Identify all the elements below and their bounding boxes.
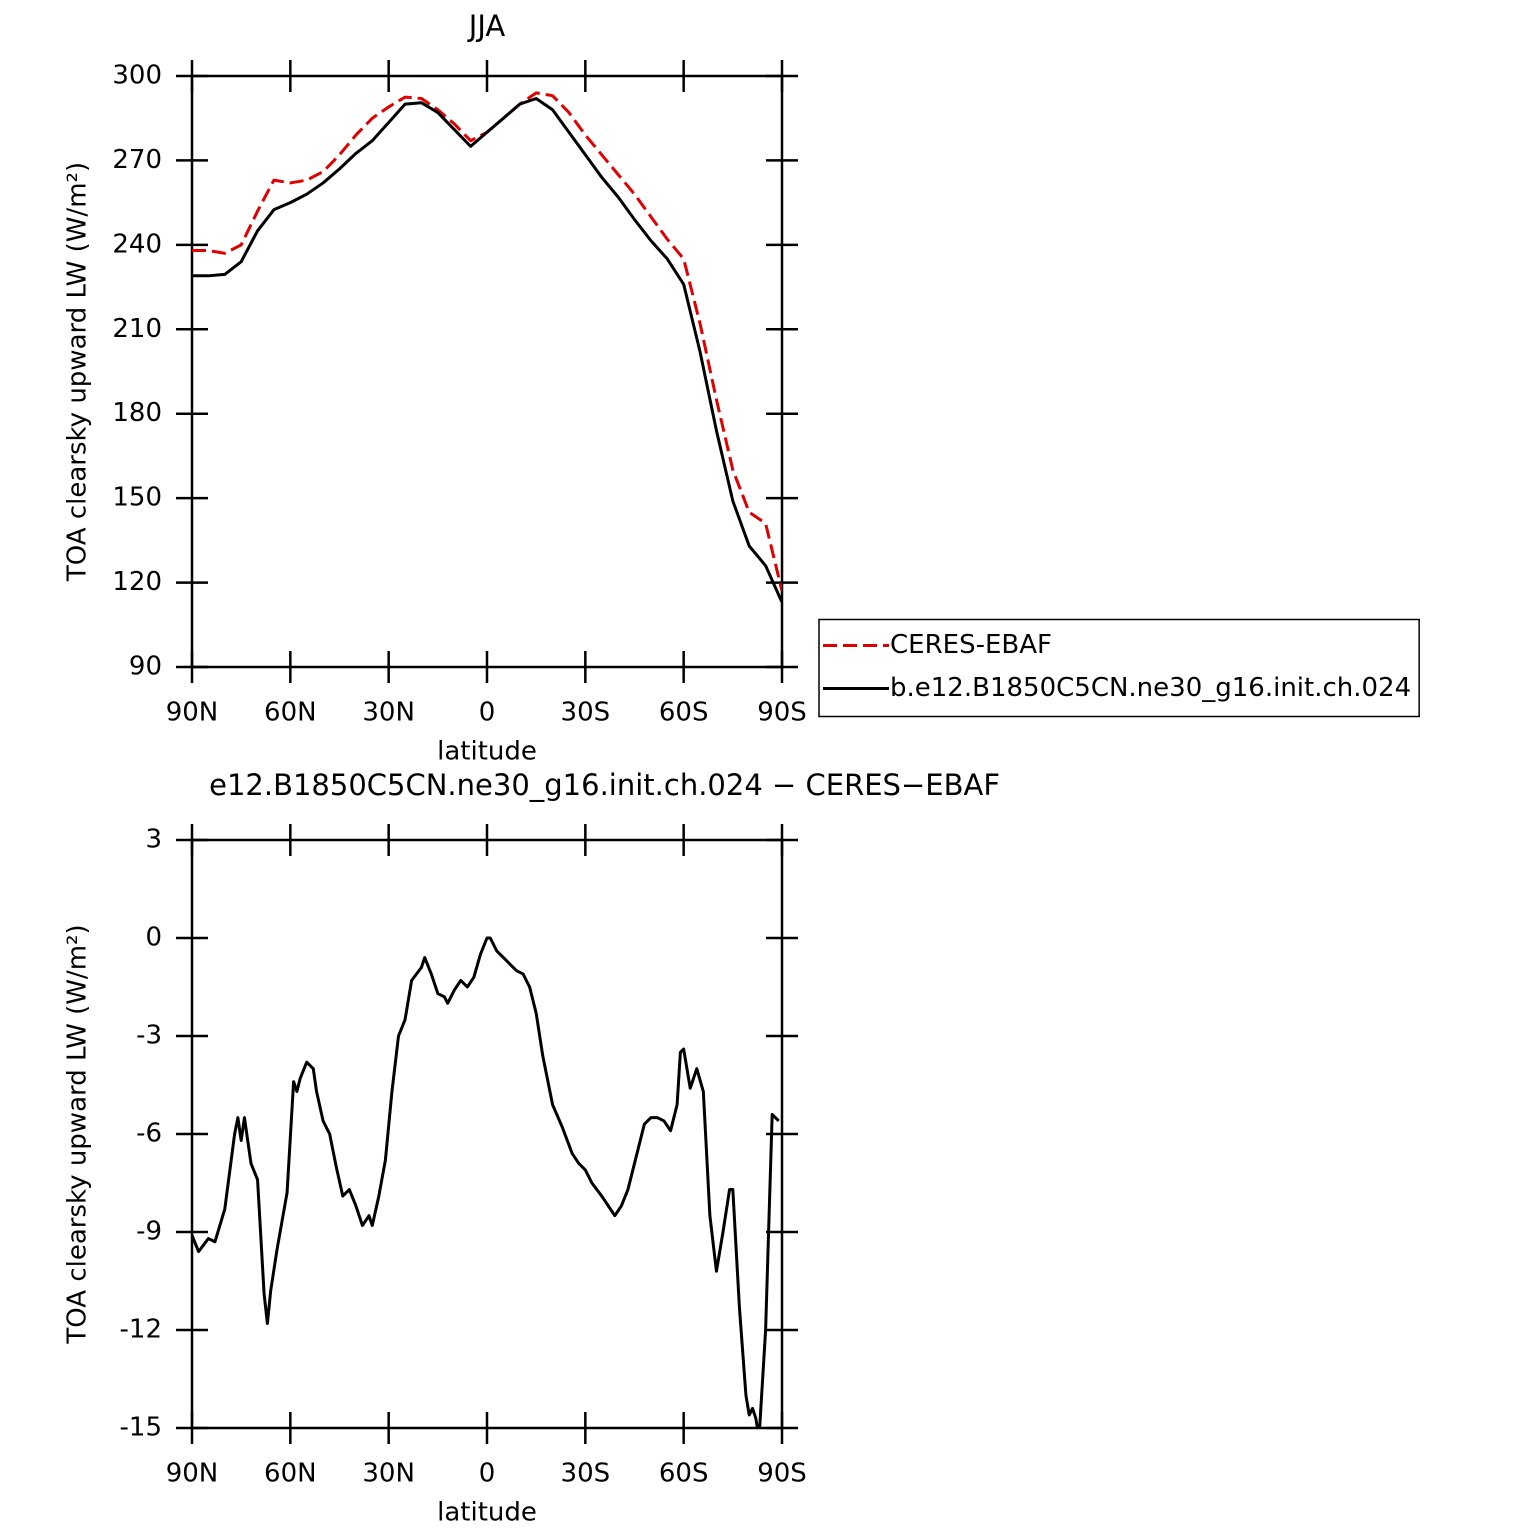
- y-tick-label: 270: [112, 145, 162, 175]
- data-line: [192, 936, 780, 1428]
- x-tick-label: 90N: [166, 698, 219, 728]
- legend-label: b.e12.B1850C5CN.ne30_g16.init.ch.024: [890, 673, 1411, 703]
- y-tick-label: -3: [136, 1021, 162, 1051]
- data-line: [192, 97, 782, 603]
- y-tick-label: 0: [145, 923, 162, 953]
- y-tick-label: -9: [136, 1217, 162, 1247]
- y-tick-label: -15: [120, 1413, 162, 1443]
- plot-frame: [190, 838, 784, 1430]
- legend-box: [818, 618, 1420, 718]
- plot-frame: [190, 74, 784, 669]
- x-tick-label: 90N: [166, 1459, 219, 1489]
- x-tick-label: 60N: [264, 1459, 317, 1489]
- x-tick-label: 0: [479, 698, 496, 728]
- plot-area: [192, 936, 780, 1428]
- x-tick-label: 30S: [561, 1459, 611, 1489]
- y-tick-label: 240: [112, 229, 162, 259]
- y-axis-label: TOA clearsky upward LW (W/m²): [63, 924, 93, 1344]
- x-tick-label: 30N: [362, 698, 415, 728]
- y-tick-label: 180: [112, 398, 162, 428]
- x-tick-label: 0: [479, 1459, 496, 1489]
- x-tick-label: 60N: [264, 698, 317, 728]
- y-tick-label: 90: [129, 652, 162, 682]
- x-tick-label: 30N: [362, 1459, 415, 1489]
- chart-title: e12.B1850C5CN.ne30_g16.init.ch.024 − CER…: [209, 768, 1000, 802]
- x-tick-label: 90S: [757, 1459, 807, 1489]
- y-tick-label: 150: [112, 483, 162, 513]
- y-tick-label: -6: [136, 1119, 162, 1149]
- x-tick-label: 60S: [659, 1459, 709, 1489]
- data-line: [192, 91, 782, 592]
- x-axis-label: latitude: [437, 1498, 537, 1528]
- y-tick-label: -12: [120, 1315, 162, 1345]
- y-tick-label: 300: [112, 61, 162, 91]
- y-tick-label: 3: [145, 825, 162, 855]
- legend: CERES-EBAF b.e12.B1850C5CN.ne30_g16.init.…: [818, 618, 1420, 718]
- y-tick-label: 120: [112, 567, 162, 597]
- chart-title: JJA: [467, 9, 506, 43]
- x-tick-label: 90S: [757, 698, 807, 728]
- plot-area: [192, 91, 782, 603]
- y-tick-label: 210: [112, 314, 162, 344]
- x-tick-label: 60S: [659, 698, 709, 728]
- y-axis-label: TOA clearsky upward LW (W/m²): [63, 162, 93, 582]
- legend-label: CERES-EBAF: [890, 630, 1052, 660]
- x-axis-label: latitude: [437, 737, 537, 767]
- x-tick-label: 30S: [561, 698, 611, 728]
